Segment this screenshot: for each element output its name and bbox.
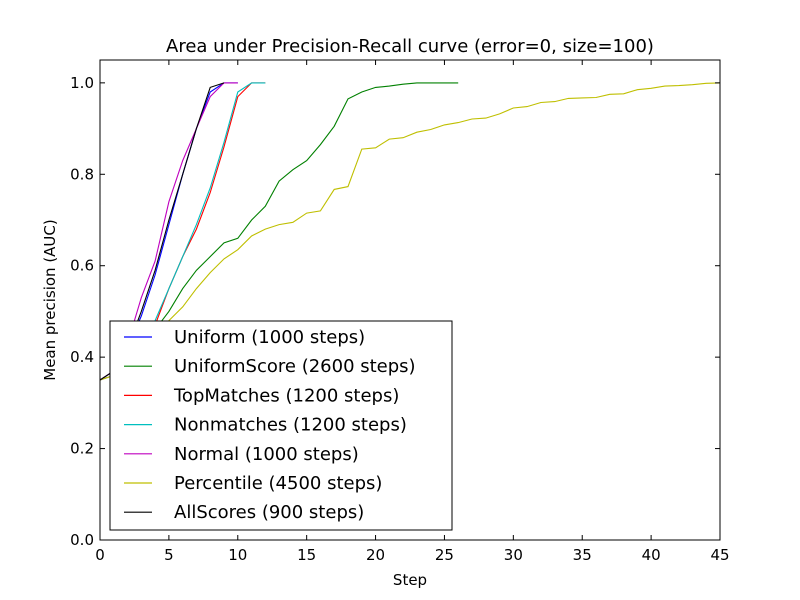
x-tick-label: 40 — [642, 546, 661, 564]
plot-frame — [99, 59, 721, 541]
x-tick-label: 25 — [435, 546, 454, 564]
x-tick-label: 5 — [164, 546, 174, 564]
y-tick-label: 0.2 — [70, 440, 94, 458]
y-tick-label: 0.8 — [70, 165, 94, 183]
legend-label-0: Uniform (1000 steps) — [174, 327, 365, 348]
x-tick-label: 30 — [504, 546, 523, 564]
x-tick-label: 0 — [95, 546, 105, 564]
legend-label-6: AllScores (900 steps) — [174, 502, 364, 523]
x-tick-label: 45 — [710, 546, 729, 564]
legend-label-4: Normal (1000 steps) — [174, 444, 359, 465]
legend-label-3: Nonmatches (1200 steps) — [174, 415, 407, 436]
legend-label-1: UniformScore (2600 steps) — [174, 356, 416, 377]
legend-box — [109, 320, 453, 531]
x-tick-label: 35 — [573, 546, 592, 564]
legend-label-2: TopMatches (1200 steps) — [173, 385, 399, 406]
x-tick-label: 20 — [366, 546, 385, 564]
x-axis-title: Step — [393, 571, 427, 589]
chart-title: Area under Precision-Recall curve (error… — [166, 36, 654, 57]
y-tick-label: 1.0 — [70, 74, 94, 92]
y-tick-label: 0.0 — [70, 531, 94, 549]
y-tick-label: 0.4 — [70, 348, 94, 366]
legend: Uniform (1000 steps) UniformScore (2600 s… — [109, 320, 453, 531]
x-tick-label: 15 — [297, 546, 316, 564]
ticks-layer: 0 5 10 15 20 25 30 35 40 45 0.0 0.2 0.4 0.6 0.8 1.0 — [70, 60, 730, 564]
legend-label-5: Percentile (4500 steps) — [174, 473, 382, 494]
series-line-5 — [100, 82, 720, 381]
y-tick-label: 0.6 — [70, 257, 94, 275]
y-axis-title: Mean precision (AUC) — [41, 219, 59, 381]
x-tick-label: 10 — [228, 546, 247, 564]
